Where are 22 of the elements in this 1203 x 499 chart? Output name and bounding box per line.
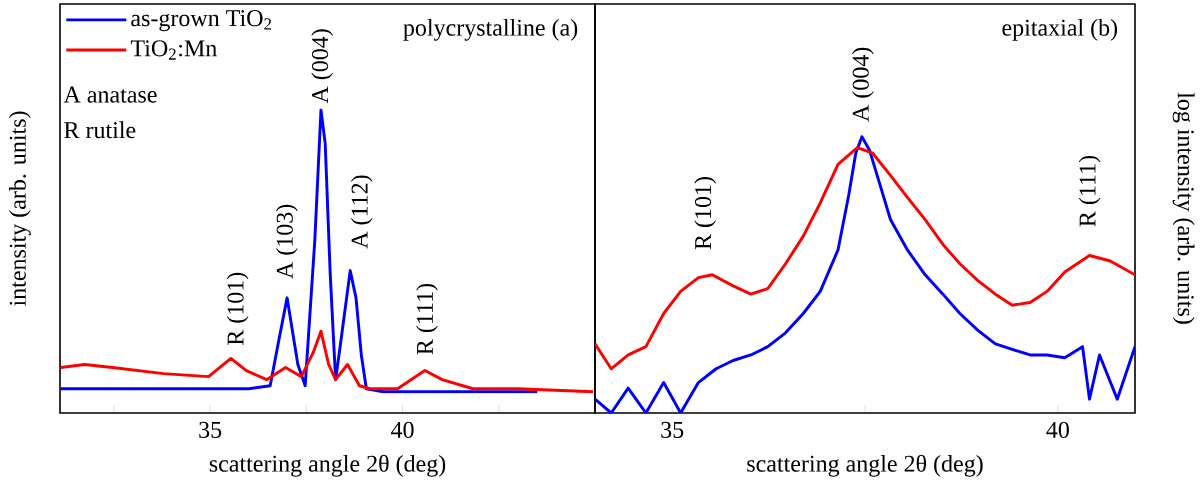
annotation: A (103)	[275, 204, 298, 279]
y-axis-title: log intensity (arb. units)	[1172, 92, 1195, 324]
annotation: R (101)	[226, 272, 249, 346]
chart-title: polycrystalline (a)	[403, 18, 578, 41]
x-tick-label: 40	[1046, 421, 1069, 438]
x-tick-label: 40	[391, 421, 414, 438]
x-axis-title: scattering angle 2θ (deg)	[209, 454, 446, 477]
text: A (004)	[311, 29, 334, 104]
x-axis-title: scattering angle 2θ (deg)	[747, 454, 983, 477]
text: A (004)	[851, 47, 874, 122]
legend-label: as-grown TiO$_{2}$	[131, 10, 271, 32]
x-tick-label: 35	[661, 421, 684, 438]
annotation: R (101)	[694, 177, 717, 250]
annotation: R rutile	[64, 121, 136, 139]
chart-title: epitaxial (b)	[1002, 18, 1118, 41]
legend-label: TiO$_{2}$:Mn	[130, 40, 217, 60]
y-axis-title: intensity (arb. units)	[8, 111, 31, 306]
annotation: R (111)	[1078, 155, 1101, 227]
annotation: A (112)	[350, 175, 373, 249]
text: A anatase	[63, 86, 157, 103]
annotation: R (111)	[416, 283, 438, 355]
x-tick-label: 35	[199, 421, 222, 438]
